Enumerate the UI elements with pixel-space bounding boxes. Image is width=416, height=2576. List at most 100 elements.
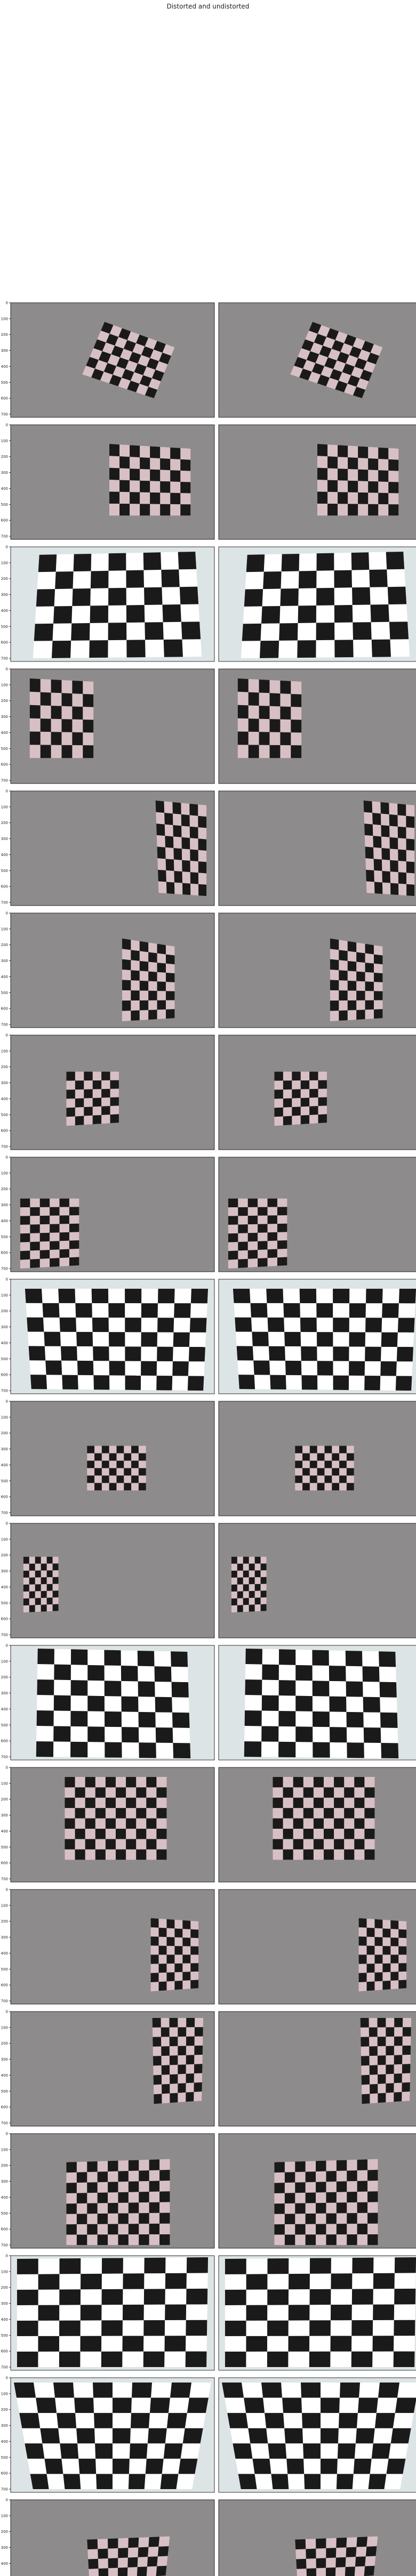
checker-square (147, 2428, 167, 2444)
checker-square (259, 732, 270, 745)
checker-square (105, 1839, 116, 1850)
image-panel: 0 100 200 300 400 500 600 700 (1, 1522, 215, 1638)
checker-square (92, 1097, 102, 1107)
checker-square (386, 2027, 395, 2037)
checker-square (237, 678, 249, 692)
checker-square (65, 1776, 75, 1788)
checker-square (284, 2428, 303, 2444)
checker-square (36, 589, 55, 607)
checker-square (362, 2094, 370, 2104)
checker-square (378, 2074, 386, 2084)
checker-square (126, 1776, 137, 1788)
checker-square (347, 2213, 357, 2224)
checker-square (365, 963, 374, 973)
checker-square (339, 1010, 348, 1021)
checker-square (319, 345, 332, 358)
y-tick-label: 500 (1, 991, 8, 995)
checker-square (406, 838, 415, 851)
checker-square (356, 971, 365, 982)
checker-square (17, 2258, 38, 2274)
checker-square (381, 1743, 399, 1759)
checker-square (182, 1955, 191, 1964)
checker-square (347, 941, 357, 952)
checker-square (198, 861, 207, 874)
checker-square (246, 2305, 268, 2321)
image-panel: 0 100 200 300 400 500 600 700 (1, 1033, 215, 1150)
checker-square (189, 1318, 207, 1333)
checker-square (72, 732, 83, 746)
checker-square (181, 621, 201, 640)
y-tick-label: 100 (1, 2025, 8, 2030)
checker-square (258, 1224, 268, 1233)
checker-square (260, 1604, 267, 1611)
image-panel (218, 546, 416, 662)
checker-square (295, 2161, 306, 2173)
y-tick-label: 100 (1, 683, 8, 687)
checker-square (386, 2046, 394, 2056)
y-tick-label: 0 (6, 667, 8, 672)
checker-square (248, 2428, 268, 2444)
checker-square (66, 1071, 75, 1081)
checker-square (45, 1360, 62, 1375)
checker-square (126, 1818, 137, 1829)
checker-square (342, 364, 355, 375)
checker-square (302, 1468, 310, 1476)
checker-square (330, 1000, 339, 1011)
image-panel (218, 2499, 416, 2576)
axes-frame (10, 790, 215, 906)
checker-square (280, 680, 291, 694)
checker-square (388, 459, 399, 471)
checker-square (156, 1376, 173, 1391)
checker-square (121, 1666, 138, 1682)
checker-square (258, 1258, 268, 1267)
checker-square (128, 2537, 139, 2548)
checker-square (95, 1849, 106, 1860)
checker-square (267, 1198, 277, 1207)
checker-square (159, 2191, 170, 2202)
checker-square (141, 346, 154, 358)
checker-square (190, 1288, 209, 1304)
checker-square (377, 2017, 386, 2028)
checker-square (20, 1250, 30, 1260)
y-tick-label: 600 (1, 1373, 8, 1377)
y-tick-label: 400 (1, 1707, 8, 1711)
checker-square (128, 2202, 139, 2214)
checker-square (194, 2064, 203, 2074)
axes-frame (218, 2011, 416, 2127)
checker-square (165, 836, 174, 849)
checker-square (178, 2064, 186, 2074)
checker-square (138, 1453, 146, 1461)
checker-square (394, 2055, 403, 2065)
checker-square (182, 860, 190, 873)
checker-square (225, 2351, 246, 2368)
checker-square (337, 2443, 356, 2459)
checker-square (165, 859, 174, 871)
checker-square (59, 2320, 81, 2336)
checker-square (163, 639, 183, 657)
checker-square (83, 693, 94, 707)
checker-square (137, 1650, 155, 1667)
checker-square (157, 981, 166, 991)
checker-square (284, 2193, 295, 2204)
checker-square (166, 1919, 175, 1929)
checker-square (225, 2258, 246, 2274)
checker-square (85, 1776, 95, 1788)
y-tick-label: 400 (1, 1097, 8, 1101)
checker-square (166, 1972, 175, 1982)
checker-square (126, 1839, 137, 1850)
checker-square (317, 467, 328, 480)
checker-square (70, 1741, 88, 1758)
checker-square (103, 362, 117, 375)
checker-square (190, 1963, 199, 1972)
checker-square (101, 1475, 109, 1483)
checker-square (113, 2458, 130, 2474)
checker-square (299, 368, 312, 381)
checker-square (332, 1453, 340, 1461)
checker-square (334, 570, 353, 588)
checker-square (146, 358, 159, 370)
checker-square (398, 872, 407, 884)
checker-square (60, 1346, 77, 1361)
checker-square (41, 1590, 47, 1598)
checker-square (329, 1666, 346, 1682)
checker-square (131, 950, 140, 961)
